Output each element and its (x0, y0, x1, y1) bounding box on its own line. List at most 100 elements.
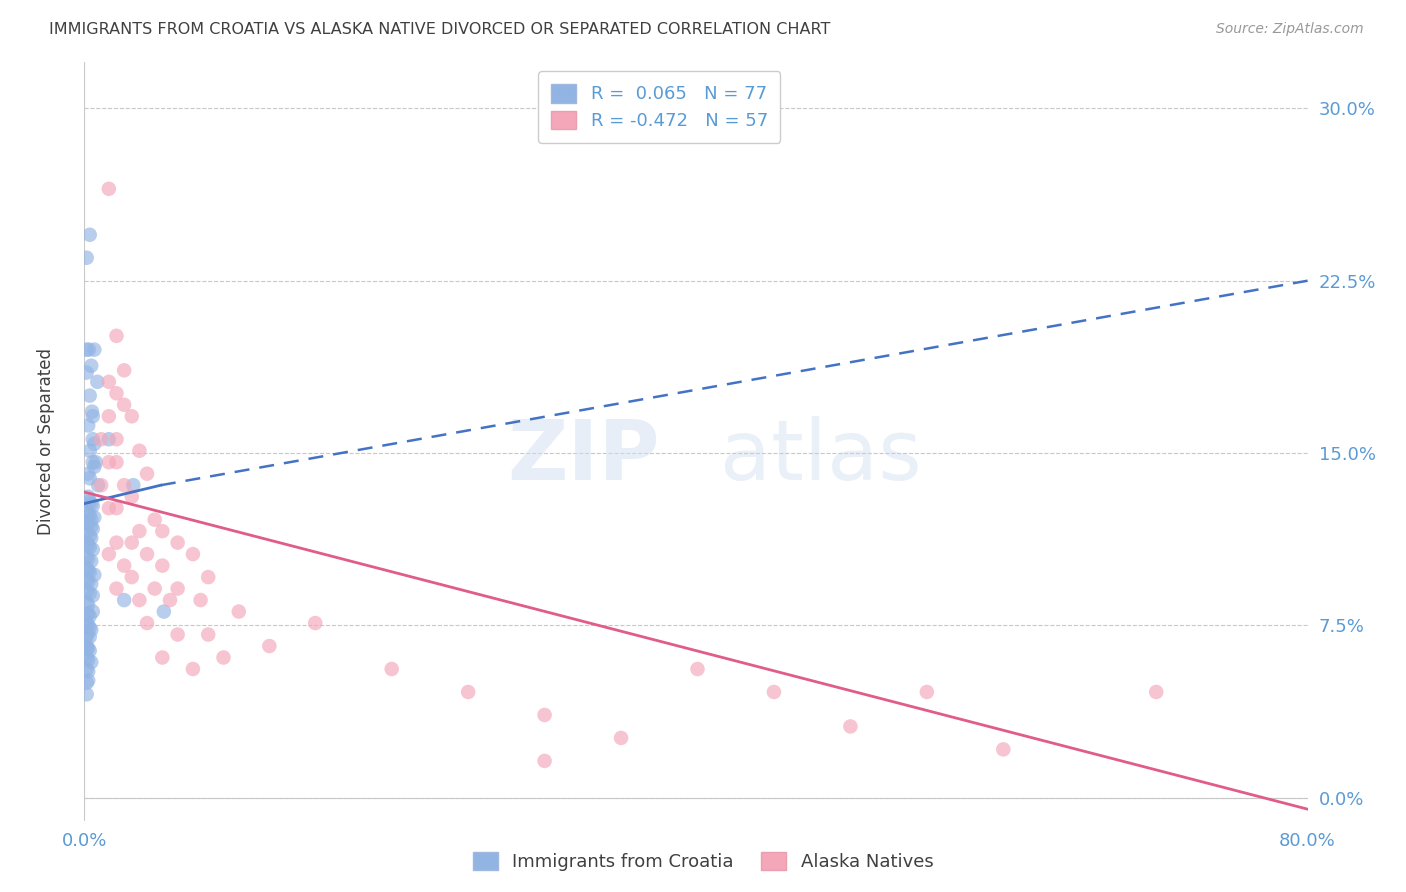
Point (1144, 685, 1167, 699)
Point (128, 443, 150, 458)
Point (82, 499, 104, 513)
Point (686, 662, 709, 676)
Point (76, 607, 98, 621)
Point (80, 405, 103, 419)
Point (136, 615, 159, 630)
Point (77, 517, 100, 532)
Point (76, 561, 98, 575)
Point (77, 641, 100, 656)
Point (79, 508, 101, 522)
Point (97, 455, 120, 469)
Point (610, 731, 633, 745)
Legend: R =  0.065   N = 77, R = -0.472   N = 57: R = 0.065 N = 77, R = -0.472 N = 57 (538, 71, 780, 143)
Point (82, 542, 104, 557)
Point (381, 662, 404, 676)
Point (76, 535, 98, 549)
Point (97, 432, 120, 446)
Text: atlas: atlas (720, 417, 922, 497)
Point (77, 538, 100, 552)
Point (97, 547, 120, 561)
Point (76, 627, 98, 641)
Point (82, 455, 104, 469)
Point (77, 598, 100, 612)
Point (79, 643, 101, 657)
Point (79, 227, 101, 242)
Point (76, 639, 98, 653)
Point (166, 627, 188, 641)
Point (77, 506, 100, 520)
Point (77, 665, 100, 679)
Point (97, 375, 120, 389)
Point (121, 535, 143, 549)
Point (97, 501, 120, 516)
Point (76, 343, 98, 357)
Point (105, 501, 128, 516)
Point (105, 455, 128, 469)
Point (80, 655, 103, 669)
Point (76, 515, 98, 529)
Point (105, 582, 128, 596)
Text: Source: ZipAtlas.com: Source: ZipAtlas.com (1216, 22, 1364, 37)
Point (166, 582, 188, 596)
Point (82, 605, 104, 619)
Point (105, 329, 128, 343)
Point (77, 673, 100, 688)
Point (136, 547, 159, 561)
Point (90, 478, 112, 492)
Point (76, 583, 98, 598)
Point (112, 363, 135, 377)
Point (76, 630, 98, 644)
Point (77, 418, 100, 433)
Point (83, 510, 105, 524)
Point (79, 586, 101, 600)
Point (121, 490, 143, 504)
Point (181, 547, 204, 561)
Point (77, 653, 100, 667)
Point (79, 443, 101, 458)
Point (105, 535, 128, 549)
Point (121, 409, 143, 424)
Point (993, 742, 1015, 756)
Point (76, 675, 98, 690)
Point (79, 529, 101, 543)
Point (197, 570, 219, 584)
Point (77, 607, 100, 621)
Point (259, 639, 281, 653)
Point (76, 662, 98, 676)
Point (90, 432, 112, 446)
Point (86, 375, 108, 389)
Point (82, 432, 104, 446)
Point (166, 535, 188, 549)
Point (76, 595, 98, 609)
Point (80, 554, 103, 568)
Point (153, 605, 176, 619)
Point (83, 437, 105, 451)
Point (77, 467, 100, 481)
Point (79, 609, 101, 624)
Point (77, 551, 100, 566)
Point (150, 650, 173, 665)
Point (112, 478, 135, 492)
Point (143, 513, 166, 527)
Point (76, 615, 98, 630)
Point (105, 386, 128, 401)
Point (79, 388, 101, 402)
Point (533, 708, 555, 723)
Point (128, 593, 150, 607)
Text: ZIP: ZIP (506, 417, 659, 497)
Point (136, 467, 159, 481)
Text: 0.0%: 0.0% (62, 832, 107, 850)
Point (79, 471, 101, 485)
Point (76, 526, 98, 541)
Point (82, 409, 104, 424)
Point (82, 589, 104, 603)
Point (79, 621, 101, 635)
Point (80, 577, 103, 591)
Point (150, 524, 173, 538)
Point (83, 459, 105, 474)
Text: IMMIGRANTS FROM CROATIA VS ALASKA NATIVE DIVORCED OR SEPARATED CORRELATION CHART: IMMIGRANTS FROM CROATIA VS ALASKA NATIVE… (49, 22, 831, 37)
Point (76, 503, 98, 517)
Point (80, 513, 103, 527)
Point (84, 455, 107, 469)
Point (212, 650, 235, 665)
